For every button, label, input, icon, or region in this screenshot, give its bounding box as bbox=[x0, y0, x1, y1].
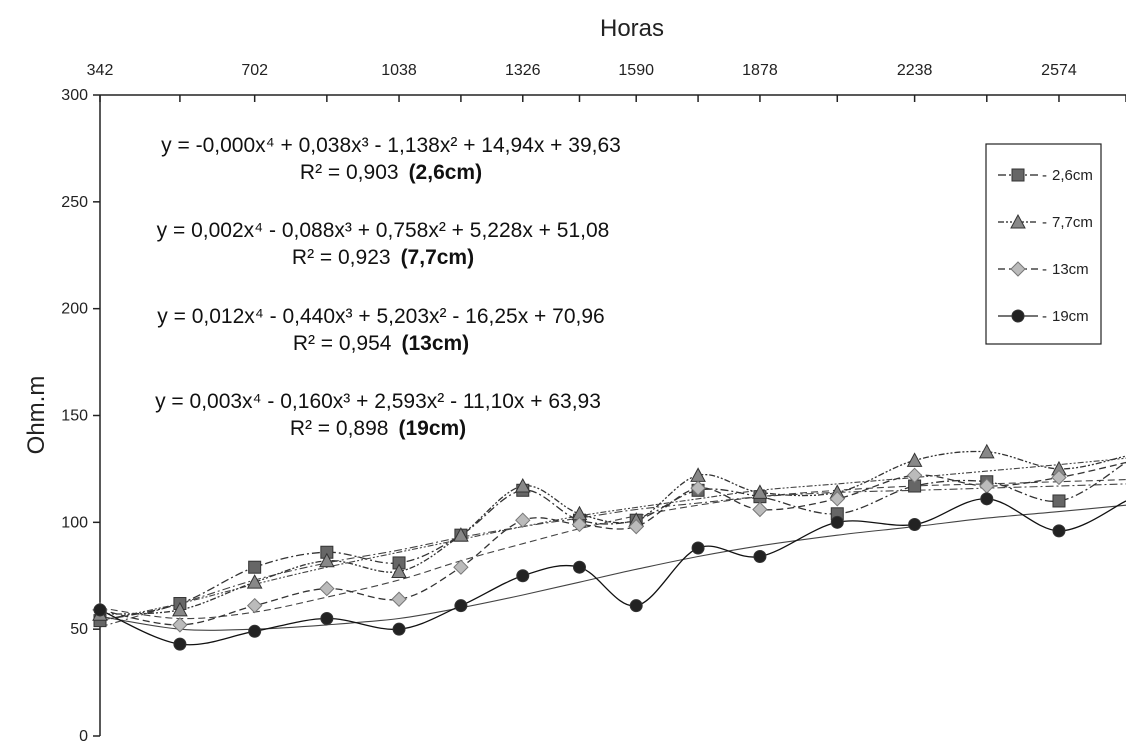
data-point-7-7cm bbox=[391, 563, 407, 578]
data-point-19cm bbox=[908, 517, 922, 531]
data-point-19cm bbox=[1052, 524, 1066, 538]
x-tick-label: 2574 bbox=[1041, 62, 1077, 79]
data-point-19cm bbox=[753, 550, 767, 564]
data-point-19cm bbox=[454, 599, 468, 613]
legend-marker bbox=[1010, 261, 1026, 277]
y-tick-label: 300 bbox=[61, 87, 88, 104]
data-point-13cm bbox=[515, 512, 531, 528]
r-squared-value: R² = 0,898 bbox=[290, 417, 389, 440]
r-squared-13cm: R² = 0,954 (13cm) bbox=[293, 332, 469, 355]
legend-dash: - bbox=[1042, 261, 1047, 278]
data-point-19cm bbox=[516, 569, 530, 583]
data-point-13cm bbox=[571, 516, 588, 533]
r-squared-tag: (13cm) bbox=[401, 332, 469, 355]
equation-13cm: y = 0,012x⁴ - 0,440x³ + 5,203x² - 16,25x… bbox=[157, 305, 604, 328]
r-squared-value: R² = 0,954 bbox=[293, 332, 392, 355]
data-point-13cm bbox=[906, 467, 923, 484]
data-point-19cm bbox=[830, 515, 844, 529]
r-squared-value: R² = 0,923 bbox=[292, 246, 391, 269]
data-point-19cm bbox=[320, 611, 334, 625]
trendline-2-6cm bbox=[99, 483, 1126, 628]
x-tick-label: 702 bbox=[241, 62, 268, 79]
equation-19cm: y = 0,003x⁴ - 0,160x³ + 2,593x² - 11,10x… bbox=[155, 390, 601, 413]
legend-marker bbox=[1010, 213, 1026, 229]
data-point-7-7cm bbox=[978, 443, 995, 459]
data-point-2-6cm bbox=[1052, 494, 1066, 508]
series-line-13cm bbox=[99, 461, 1126, 626]
equation-7-7cm: y = 0,002x⁴ - 0,088x³ + 0,758x² + 5,228x… bbox=[157, 219, 610, 242]
data-point-13cm bbox=[690, 480, 706, 496]
legend-label: 2,6cm bbox=[1052, 167, 1093, 184]
data-point-19cm bbox=[572, 560, 586, 574]
data-point-13cm bbox=[319, 580, 335, 597]
data-point-7-7cm bbox=[246, 574, 263, 589]
x-tick-label: 1878 bbox=[742, 62, 778, 79]
data-point-19cm bbox=[629, 599, 643, 613]
data-point-7-7cm bbox=[453, 527, 469, 542]
y-tick-label: 150 bbox=[61, 408, 88, 425]
legend-label: 13cm bbox=[1052, 261, 1089, 278]
r-squared-2-6cm: R² = 0,903 (2,6cm) bbox=[300, 161, 482, 184]
x-tick-label: 1038 bbox=[381, 62, 417, 79]
data-point-13cm bbox=[628, 518, 644, 535]
x-tick-label: 1326 bbox=[505, 62, 541, 79]
r-squared-tag: (2,6cm) bbox=[409, 161, 483, 184]
data-point-19cm bbox=[392, 622, 406, 636]
data-point-19cm bbox=[248, 624, 262, 638]
data-point-7-7cm bbox=[752, 484, 768, 499]
trendline-19cm bbox=[99, 504, 1126, 631]
y-axis-title: Ohm.m bbox=[23, 376, 50, 455]
data-point-13cm bbox=[829, 491, 845, 507]
r-squared-tag: (7,7cm) bbox=[401, 246, 475, 269]
series-line-2-6cm bbox=[99, 461, 1126, 622]
equation-2-6cm: y = -0,000x⁴ + 0,038x³ - 1,138x² + 14,94… bbox=[161, 134, 621, 157]
legend-box bbox=[985, 143, 1102, 345]
y-tick-label: 200 bbox=[61, 301, 88, 318]
legend-dash: - bbox=[1042, 308, 1047, 325]
legend-marker bbox=[1011, 309, 1025, 323]
data-point-7-7cm bbox=[319, 552, 335, 568]
legend-label: 19cm bbox=[1052, 308, 1089, 325]
data-point-2-6cm bbox=[248, 560, 262, 574]
trendline-13cm bbox=[99, 479, 1126, 620]
x-tick-label: 342 bbox=[87, 62, 114, 79]
x-tick-label: 2238 bbox=[897, 62, 933, 79]
data-point-19cm bbox=[93, 603, 107, 617]
data-point-13cm bbox=[172, 617, 188, 633]
r-squared-tag: (19cm) bbox=[398, 417, 466, 440]
data-point-13cm bbox=[246, 597, 263, 614]
y-tick-label: 0 bbox=[79, 728, 88, 741]
data-point-13cm bbox=[391, 591, 407, 607]
r-squared-19cm: R² = 0,898 (19cm) bbox=[290, 417, 466, 440]
data-point-19cm bbox=[980, 492, 994, 506]
r-squared-value: R² = 0,903 bbox=[300, 161, 399, 184]
x-axis-title: Horas bbox=[600, 15, 664, 42]
r-squared-7-7cm: R² = 0,923 (7,7cm) bbox=[292, 246, 474, 269]
data-point-19cm bbox=[173, 637, 187, 651]
data-point-7-7cm bbox=[906, 452, 923, 467]
data-point-7-7cm bbox=[172, 601, 188, 617]
series-line-19cm bbox=[99, 498, 1126, 646]
data-point-19cm bbox=[691, 541, 705, 555]
y-tick-label: 250 bbox=[61, 194, 88, 211]
data-point-13cm bbox=[1051, 469, 1067, 486]
data-point-13cm bbox=[453, 559, 469, 575]
data-point-7-7cm bbox=[514, 477, 531, 493]
y-tick-label: 100 bbox=[61, 514, 88, 531]
trendline-7-7cm bbox=[99, 457, 1126, 622]
legend-label: 7,7cm bbox=[1052, 214, 1093, 231]
data-point-13cm bbox=[752, 501, 768, 518]
legend-marker bbox=[1011, 168, 1025, 182]
y-tick-label: 50 bbox=[70, 621, 88, 638]
x-tick-label: 1590 bbox=[618, 62, 654, 79]
legend-dash: - bbox=[1042, 167, 1047, 184]
series-line-7-7cm bbox=[99, 450, 1126, 615]
legend-dash: - bbox=[1042, 214, 1047, 231]
